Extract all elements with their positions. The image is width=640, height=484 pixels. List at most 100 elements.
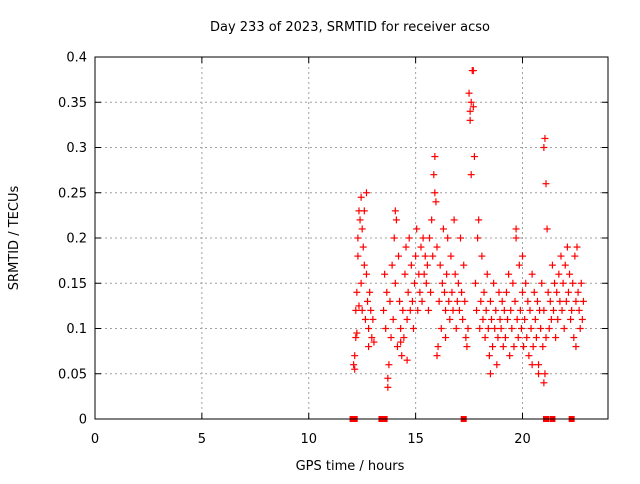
data-point (389, 315, 397, 323)
data-point (358, 306, 366, 314)
data-point (353, 288, 361, 296)
data-point (406, 306, 414, 314)
data-point (545, 325, 553, 332)
data-point (571, 252, 579, 260)
data-point (568, 306, 576, 314)
data-point (382, 325, 390, 332)
data-point (479, 315, 487, 323)
data-point (424, 306, 432, 314)
data-point (562, 297, 570, 305)
data-point (548, 261, 556, 269)
data-point (554, 315, 562, 323)
data-point (445, 297, 453, 305)
data-point (513, 315, 521, 323)
data-point (546, 297, 554, 305)
grid-lines (95, 57, 608, 419)
data-point (491, 325, 499, 332)
x-tick-label: 20 (514, 432, 531, 447)
data-point (395, 252, 403, 260)
data-point (416, 288, 424, 296)
data-point (567, 315, 575, 323)
data-point (401, 270, 409, 278)
data-point (392, 216, 400, 224)
data-points (349, 67, 587, 422)
data-point (420, 270, 428, 278)
data-point (547, 315, 555, 323)
data-point (352, 334, 360, 342)
data-point (579, 297, 587, 305)
data-point (386, 297, 394, 305)
data-point (486, 297, 494, 305)
data-point (390, 234, 398, 242)
data-point (453, 297, 461, 305)
data-point (400, 334, 408, 342)
data-point (384, 374, 392, 382)
data-point (461, 297, 469, 305)
data-point (484, 325, 492, 332)
x-tick-label: 5 (198, 432, 206, 447)
data-point (404, 288, 412, 296)
data-point (449, 306, 457, 314)
data-point (519, 288, 526, 296)
data-point (528, 361, 536, 369)
data-point (549, 306, 557, 314)
data-point (490, 279, 498, 287)
data-point (492, 306, 500, 314)
data-point (464, 325, 472, 332)
data-point (440, 288, 448, 296)
y-tick-label: 0.25 (58, 186, 87, 201)
data-point (351, 352, 359, 360)
data-point (544, 288, 552, 296)
data-point (527, 325, 535, 332)
y-tick-label: 0.3 (66, 141, 87, 156)
data-point (500, 306, 508, 314)
data-point (431, 189, 439, 197)
data-point (575, 306, 583, 314)
data-point (397, 338, 405, 346)
data-point (542, 180, 550, 188)
data-point (515, 261, 523, 269)
data-point (475, 216, 483, 224)
data-point (448, 288, 456, 296)
data-point (538, 279, 546, 287)
data-point (516, 306, 524, 314)
data-point (561, 261, 569, 269)
data-point (428, 216, 436, 224)
data-point (552, 334, 560, 342)
y-tick-label: 0.1 (66, 322, 87, 337)
data-point (366, 288, 374, 296)
data-point (522, 279, 530, 287)
data-point (551, 279, 559, 287)
data-point (367, 306, 375, 314)
data-point (471, 279, 479, 287)
data-point (485, 352, 493, 360)
data-point (435, 297, 443, 305)
data-point (427, 288, 435, 296)
data-point (353, 329, 361, 337)
data-point (351, 365, 359, 373)
data-point (572, 297, 580, 305)
data-point (362, 189, 370, 197)
x-tick-label: 10 (300, 432, 317, 447)
data-point (481, 334, 489, 342)
data-point (381, 270, 389, 278)
data-point (577, 279, 585, 287)
data-point (419, 234, 427, 242)
data-point (452, 325, 460, 332)
data-point (469, 67, 477, 75)
y-tick-label: 0.15 (58, 277, 87, 292)
data-point (509, 279, 517, 287)
y-tick-label: 0.2 (66, 232, 87, 247)
data-point (504, 315, 512, 323)
y-tick-label: 0.4 (66, 51, 87, 66)
data-point (443, 270, 451, 278)
y-axis-label: SRMTID / TECUs (7, 186, 22, 291)
data-point (362, 270, 370, 278)
data-point (438, 279, 446, 287)
data-point (433, 352, 441, 360)
data-point (396, 297, 404, 305)
data-point (469, 103, 477, 111)
data-point (520, 343, 528, 351)
